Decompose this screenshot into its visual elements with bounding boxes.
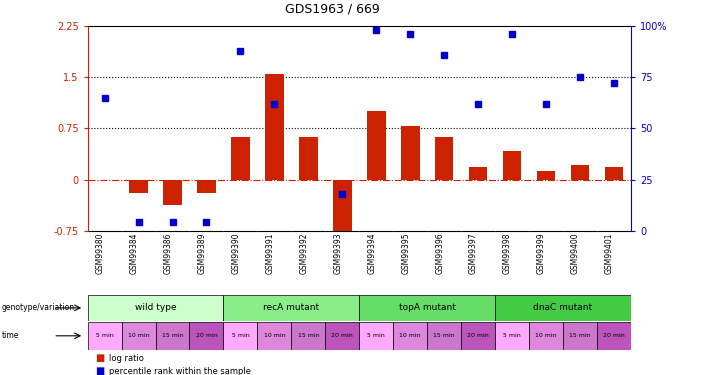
Bar <box>563 322 597 350</box>
Text: 20 min: 20 min <box>468 333 489 338</box>
Text: 20 min: 20 min <box>196 333 217 338</box>
Text: dnaC mutant: dnaC mutant <box>533 303 592 312</box>
Text: 5 min: 5 min <box>367 333 385 338</box>
Text: 15 min: 15 min <box>569 333 591 338</box>
Bar <box>88 295 224 321</box>
Text: GSM99389: GSM99389 <box>198 232 207 274</box>
Bar <box>359 322 393 350</box>
Bar <box>571 165 590 180</box>
Bar <box>156 322 189 350</box>
Bar <box>88 322 121 350</box>
Text: GSM99398: GSM99398 <box>503 232 512 274</box>
Bar <box>461 322 495 350</box>
Bar <box>189 322 224 350</box>
Text: 10 min: 10 min <box>128 333 149 338</box>
Text: GSM99397: GSM99397 <box>469 232 478 274</box>
Bar <box>469 167 487 180</box>
Text: GSM99395: GSM99395 <box>401 232 410 274</box>
Text: log ratio: log ratio <box>109 354 144 363</box>
Text: 5 min: 5 min <box>231 333 250 338</box>
Bar <box>393 322 427 350</box>
Bar <box>129 180 148 193</box>
Bar <box>257 322 292 350</box>
Text: GSM99384: GSM99384 <box>130 232 139 274</box>
Bar <box>597 322 631 350</box>
Text: ■: ■ <box>95 366 104 375</box>
Bar <box>359 295 495 321</box>
Text: ■: ■ <box>95 353 104 363</box>
Bar <box>367 111 386 180</box>
Bar <box>163 180 182 206</box>
Text: genotype/variation: genotype/variation <box>1 303 74 312</box>
Bar <box>224 295 359 321</box>
Bar <box>537 171 555 180</box>
Text: GSM99394: GSM99394 <box>367 232 376 274</box>
Text: topA mutant: topA mutant <box>399 303 456 312</box>
Text: 5 min: 5 min <box>96 333 114 338</box>
Text: GSM99386: GSM99386 <box>163 232 172 274</box>
Text: 10 min: 10 min <box>535 333 557 338</box>
Bar <box>604 167 623 180</box>
Text: 5 min: 5 min <box>503 333 521 338</box>
Text: GSM99391: GSM99391 <box>266 232 274 274</box>
Bar <box>224 322 257 350</box>
Text: 10 min: 10 min <box>264 333 285 338</box>
Text: GDS1963 / 669: GDS1963 / 669 <box>285 2 379 15</box>
Text: 10 min: 10 min <box>400 333 421 338</box>
Text: GSM99390: GSM99390 <box>231 232 240 274</box>
Text: recA mutant: recA mutant <box>264 303 320 312</box>
Text: 15 min: 15 min <box>433 333 455 338</box>
Bar <box>495 295 631 321</box>
Text: GSM99380: GSM99380 <box>95 232 104 274</box>
Text: GSM99399: GSM99399 <box>537 232 546 274</box>
Text: GSM99401: GSM99401 <box>605 232 614 274</box>
Bar <box>495 322 529 350</box>
Text: 20 min: 20 min <box>332 333 353 338</box>
Bar <box>529 322 563 350</box>
Text: wild type: wild type <box>135 303 177 312</box>
Bar <box>503 151 522 180</box>
Bar <box>401 126 419 180</box>
Text: GSM99396: GSM99396 <box>435 232 444 274</box>
Text: 15 min: 15 min <box>297 333 319 338</box>
Text: time: time <box>1 332 19 340</box>
Bar <box>325 322 359 350</box>
Text: GSM99393: GSM99393 <box>333 232 342 274</box>
Text: 20 min: 20 min <box>603 333 625 338</box>
Bar <box>435 137 454 180</box>
Bar <box>427 322 461 350</box>
Bar <box>231 137 250 180</box>
Bar <box>299 137 318 180</box>
Text: GSM99400: GSM99400 <box>571 232 580 274</box>
Text: percentile rank within the sample: percentile rank within the sample <box>109 367 251 375</box>
Bar <box>333 180 352 237</box>
Bar <box>121 322 156 350</box>
Bar <box>197 180 216 193</box>
Bar <box>292 322 325 350</box>
Text: GSM99392: GSM99392 <box>299 232 308 274</box>
Bar <box>265 74 284 180</box>
Text: 15 min: 15 min <box>162 333 184 338</box>
